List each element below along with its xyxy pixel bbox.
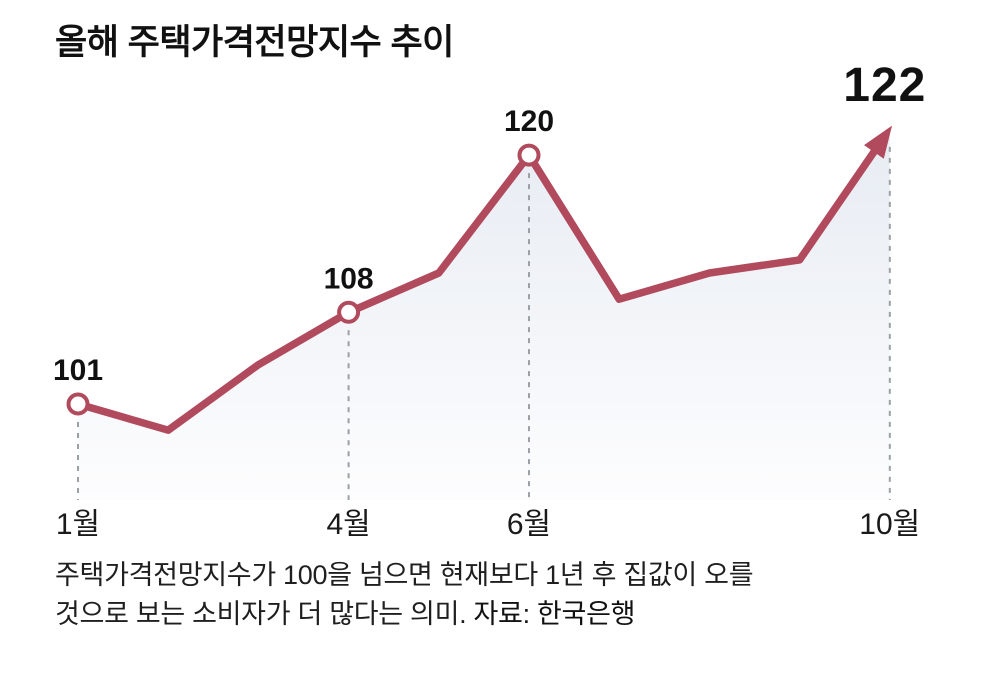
chart-footnote: 주택가격전망지수가 100을 넘으면 현재보다 1년 후 집값이 오를 것으로 … xyxy=(55,556,754,634)
end-value-label: 122 xyxy=(843,59,926,112)
chart-arrow-head xyxy=(864,125,893,159)
chart-title: 올해 주택가격전망지수 추이 xyxy=(55,23,454,62)
point-value-label: 101 xyxy=(53,354,103,387)
x-axis-label: 1월 xyxy=(56,508,100,541)
x-axis-label: 4월 xyxy=(326,508,370,541)
chart-point-marker xyxy=(517,143,541,167)
chart-point-marker xyxy=(66,392,90,416)
chart-point-marker xyxy=(337,300,361,324)
chart-line xyxy=(74,136,886,434)
point-value-label: 108 xyxy=(324,262,374,295)
point-value-label: 120 xyxy=(504,105,554,138)
footnote-line1: 주택가격전망지수가 100을 넘으면 현재보다 1년 후 집값이 오를 xyxy=(55,560,754,590)
x-axis-label: 10월 xyxy=(859,508,920,541)
line-chart: 101 108 120 122 1월 4월 6월 10월 xyxy=(53,59,926,541)
footnote-line2: 것으로 보는 소비자가 더 많다는 의미. xyxy=(55,599,467,630)
chart-area-fill xyxy=(78,128,890,500)
x-axis-label: 6월 xyxy=(507,508,551,541)
source-label: 자료: 한국은행 xyxy=(473,599,636,630)
